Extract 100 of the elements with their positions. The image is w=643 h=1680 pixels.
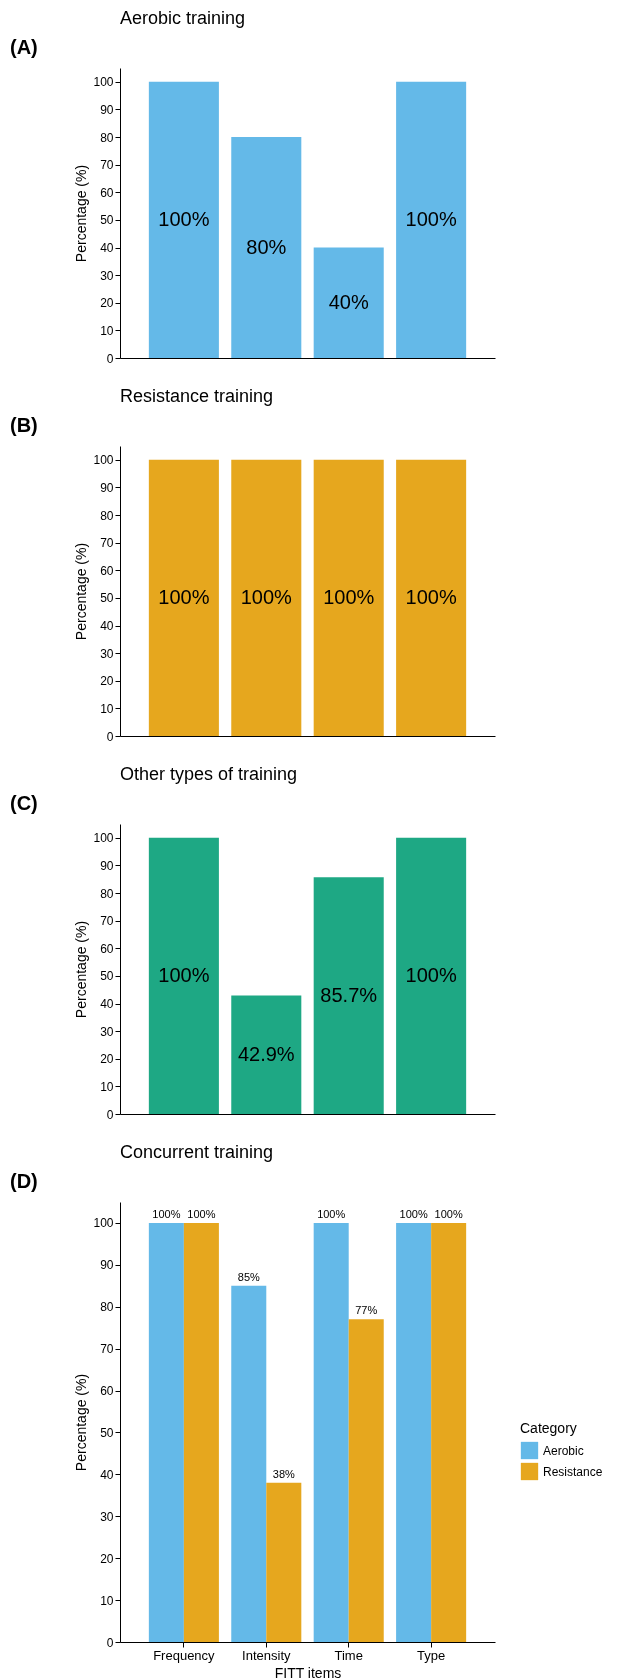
data-label: 80% xyxy=(246,235,287,258)
bar xyxy=(148,1222,184,1642)
data-label: 42.9% xyxy=(237,1042,295,1065)
y-tick-label: 10 xyxy=(100,1593,114,1608)
y-tick-label: 60 xyxy=(100,941,114,956)
y-tick-label: 50 xyxy=(100,969,114,984)
bar xyxy=(431,1222,467,1642)
y-tick-label: 60 xyxy=(100,1384,114,1399)
bar xyxy=(231,1285,267,1642)
y-tick-label: 90 xyxy=(100,480,114,495)
data-label: 100% xyxy=(405,963,457,986)
y-tick-label: 20 xyxy=(100,1551,114,1566)
y-tick-label: 10 xyxy=(100,1079,114,1094)
bar xyxy=(313,247,384,358)
legend-label: Aerobic xyxy=(543,1443,584,1458)
y-axis-title: Percentage (%) xyxy=(73,1373,90,1472)
x-axis-title: FITT items xyxy=(274,1664,342,1680)
y-tick-label: 80 xyxy=(100,886,114,901)
x-tick-label: Intensity xyxy=(242,1647,291,1663)
text: (B) xyxy=(10,414,38,436)
data-label: 100% xyxy=(317,1207,346,1220)
y-axis-title: Percentage (%) xyxy=(73,920,90,1019)
x-tick-label: Type xyxy=(417,1647,446,1663)
y-tick-label: 30 xyxy=(100,646,114,661)
y-tick-label: 10 xyxy=(100,701,114,716)
y-axis-title: Percentage (%) xyxy=(73,542,90,641)
bar xyxy=(396,1222,432,1642)
y-tick-label: 10 xyxy=(100,323,114,338)
text: (D) xyxy=(10,1170,38,1192)
y-tick-label: 90 xyxy=(100,102,114,117)
chart-title: Resistance training xyxy=(120,386,274,406)
bar xyxy=(148,837,219,1114)
bar xyxy=(348,1319,384,1642)
y-tick-label: 70 xyxy=(100,1342,114,1357)
x-tick-label: Frequency xyxy=(153,1647,216,1663)
y-tick-label: 80 xyxy=(100,508,114,523)
y-tick-label: 100 xyxy=(93,831,114,846)
legend-label: Resistance xyxy=(543,1464,603,1479)
data-label: 100% xyxy=(187,1207,216,1220)
y-tick-label: 70 xyxy=(100,158,114,173)
y-tick-label: 0 xyxy=(106,1635,114,1650)
y-tick-label: 100 xyxy=(93,453,114,468)
data-label: 100% xyxy=(434,1207,463,1220)
chart-title: Aerobic training xyxy=(120,8,246,28)
y-tick-label: 30 xyxy=(100,1509,114,1524)
data-label: 100% xyxy=(158,963,210,986)
data-label: 100% xyxy=(158,585,210,608)
bar xyxy=(313,877,384,1114)
text: (A) xyxy=(10,36,38,58)
bar xyxy=(183,1222,219,1642)
y-tick-label: 0 xyxy=(106,351,114,366)
data-label: 100% xyxy=(323,585,375,608)
y-tick-label: 30 xyxy=(100,1024,114,1039)
data-label: 85% xyxy=(237,1270,260,1283)
y-tick-label: 20 xyxy=(100,674,114,689)
data-label: 85.7% xyxy=(320,983,378,1006)
bar xyxy=(231,137,302,358)
y-tick-label: 40 xyxy=(100,619,114,634)
x-tick-label: Time xyxy=(334,1647,363,1663)
y-tick-label: 50 xyxy=(100,213,114,228)
bar xyxy=(396,837,467,1114)
y-tick-label: 30 xyxy=(100,268,114,283)
legend-title: Category xyxy=(520,1420,577,1436)
y-tick-label: 20 xyxy=(100,296,114,311)
y-tick-label: 60 xyxy=(100,563,114,578)
y-tick-label: 70 xyxy=(100,914,114,929)
chart-title: Concurrent training xyxy=(120,1142,274,1162)
y-tick-label: 80 xyxy=(100,130,114,145)
data-label: 100% xyxy=(399,1207,428,1220)
data-label: 100% xyxy=(240,585,293,608)
chart-title: Other types of training xyxy=(120,764,298,784)
bar xyxy=(231,995,302,1114)
y-tick-label: 0 xyxy=(106,729,114,744)
bar xyxy=(148,81,219,358)
y-tick-label: 70 xyxy=(100,536,114,551)
y-tick-label: 90 xyxy=(100,1258,114,1273)
y-tick-label: 0 xyxy=(106,1107,114,1122)
y-tick-label: 60 xyxy=(100,185,114,200)
data-label: 100% xyxy=(405,207,457,230)
y-tick-label: 50 xyxy=(100,591,114,606)
text: (C) xyxy=(10,792,38,814)
data-label: 100% xyxy=(152,1207,181,1220)
bar xyxy=(396,81,467,358)
y-tick-label: 100 xyxy=(93,1216,114,1231)
y-tick-label: 80 xyxy=(100,1300,114,1315)
y-tick-label: 40 xyxy=(100,997,114,1012)
y-tick-label: 100 xyxy=(93,75,114,90)
data-label: 100% xyxy=(158,207,210,230)
y-tick-label: 20 xyxy=(100,1052,114,1067)
y-tick-label: 40 xyxy=(100,241,114,256)
y-tick-label: 50 xyxy=(100,1425,114,1440)
y-axis-title: Percentage (%) xyxy=(73,164,90,263)
data-label: 38% xyxy=(272,1467,296,1480)
bar xyxy=(313,1222,349,1642)
y-tick-label: 90 xyxy=(100,858,114,873)
data-label: 40% xyxy=(328,290,369,313)
data-label: 77% xyxy=(355,1304,378,1317)
data-label: 100% xyxy=(405,585,457,608)
bar xyxy=(266,1482,302,1642)
y-tick-label: 40 xyxy=(100,1467,114,1482)
